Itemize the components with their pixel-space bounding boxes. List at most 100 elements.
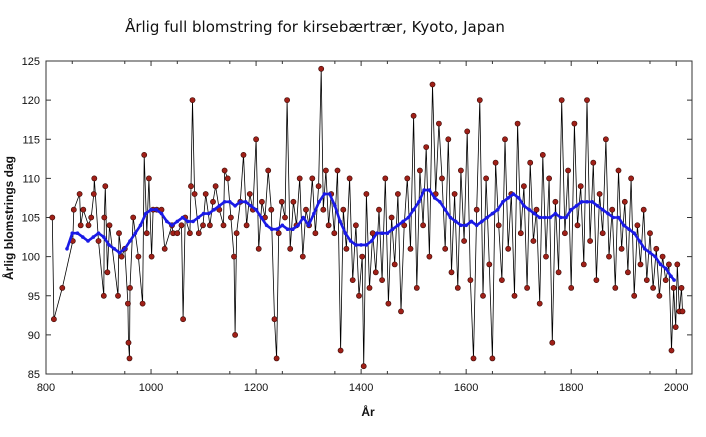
- observation-point: [331, 230, 338, 237]
- observation-point: [349, 277, 356, 283]
- observation-point: [662, 277, 669, 283]
- observation-point: [625, 269, 631, 276]
- moving-average-point: [228, 200, 232, 204]
- x-tick-label: 1400: [349, 382, 373, 394]
- observation-point: [612, 284, 619, 291]
- moving-average-point: [270, 227, 274, 231]
- observation-point: [603, 136, 609, 143]
- moving-average-point: [558, 215, 563, 220]
- observation-point: [552, 198, 559, 205]
- observation-point: [524, 284, 530, 291]
- x-axis: 800 1000 1200 1400 1600 1800 2000: [37, 61, 688, 394]
- observation-point: [139, 300, 146, 307]
- observation-point: [480, 292, 486, 299]
- observation-point: [539, 151, 546, 158]
- observation-point: [514, 120, 521, 127]
- moving-average-point: [159, 211, 164, 216]
- moving-average-point: [653, 254, 657, 259]
- observation-point: [376, 206, 382, 213]
- moving-average-point: [327, 192, 332, 196]
- observation-point: [653, 245, 660, 252]
- observation-point: [221, 167, 228, 174]
- observation-point: [571, 120, 578, 127]
- observation-point: [202, 191, 209, 197]
- observation-point: [670, 284, 677, 291]
- observation-point: [580, 261, 587, 268]
- observation-point: [290, 198, 297, 205]
- observation-point: [467, 277, 474, 283]
- observation-point: [102, 183, 109, 190]
- observation-point: [621, 198, 628, 205]
- observation-point: [227, 214, 234, 221]
- moving-average-point: [443, 207, 448, 212]
- moving-average-series: [65, 188, 676, 282]
- moving-average-point: [333, 204, 337, 208]
- moving-average-point: [380, 231, 384, 235]
- observation-point: [116, 230, 122, 237]
- observation-point: [77, 222, 84, 229]
- observation-point: [454, 284, 461, 291]
- moving-average-point: [464, 223, 469, 228]
- observation-point: [426, 253, 433, 260]
- moving-average-point: [574, 204, 579, 208]
- observation-point: [232, 331, 238, 338]
- observation-point: [118, 253, 125, 260]
- observation-point: [80, 206, 87, 213]
- x-tick-label: 2000: [664, 382, 688, 394]
- moving-average-point: [616, 215, 621, 220]
- observation-point: [363, 191, 370, 197]
- moving-average-point: [669, 274, 673, 279]
- moving-average-point: [579, 200, 584, 204]
- observation-point: [439, 175, 445, 182]
- observation-point: [180, 316, 186, 323]
- moving-average-point: [138, 223, 143, 228]
- observation-point: [473, 206, 480, 213]
- moving-average-point: [348, 239, 353, 243]
- moving-average-point: [516, 196, 521, 200]
- x-tick-label: 1000: [139, 382, 163, 394]
- observation-point: [533, 206, 540, 213]
- observation-point: [206, 222, 213, 229]
- observation-point: [674, 261, 681, 268]
- observation-point: [659, 253, 666, 260]
- moving-average-point: [343, 231, 348, 235]
- observation-point: [246, 191, 253, 197]
- moving-average-point: [648, 250, 652, 255]
- moving-average-point: [149, 207, 153, 212]
- observation-point: [543, 253, 549, 260]
- moving-average-point: [642, 247, 647, 251]
- moving-average-point: [301, 215, 306, 220]
- observation-point: [359, 253, 366, 260]
- x-tick-label: 1200: [244, 382, 268, 394]
- observation-point: [85, 222, 92, 229]
- moving-average-point: [75, 231, 80, 235]
- observation-point: [593, 277, 600, 283]
- moving-average-point: [317, 200, 321, 204]
- observation-point: [628, 175, 634, 182]
- moving-average-point: [432, 196, 437, 200]
- observation-point: [91, 175, 98, 182]
- observation-point: [562, 230, 568, 237]
- observation-point: [186, 230, 193, 237]
- observation-point: [416, 167, 423, 174]
- observation-point: [115, 292, 121, 299]
- observation-point: [587, 238, 593, 244]
- moving-average-point: [406, 215, 411, 220]
- y-tick-label: 90: [28, 330, 40, 342]
- observation-point: [637, 261, 644, 268]
- moving-average-point: [595, 204, 600, 208]
- observation-point: [647, 230, 653, 237]
- observation-point: [457, 167, 464, 174]
- observation-point: [255, 245, 262, 252]
- moving-average-point: [438, 200, 442, 204]
- observation-point: [492, 159, 499, 166]
- moving-average-point: [96, 231, 101, 235]
- observation-point: [346, 175, 353, 182]
- observation-point: [643, 277, 650, 283]
- observation-point: [51, 316, 57, 323]
- observation-point: [379, 277, 385, 283]
- observation-point: [299, 253, 306, 260]
- observation-point: [130, 214, 137, 221]
- moving-average-point: [217, 204, 222, 208]
